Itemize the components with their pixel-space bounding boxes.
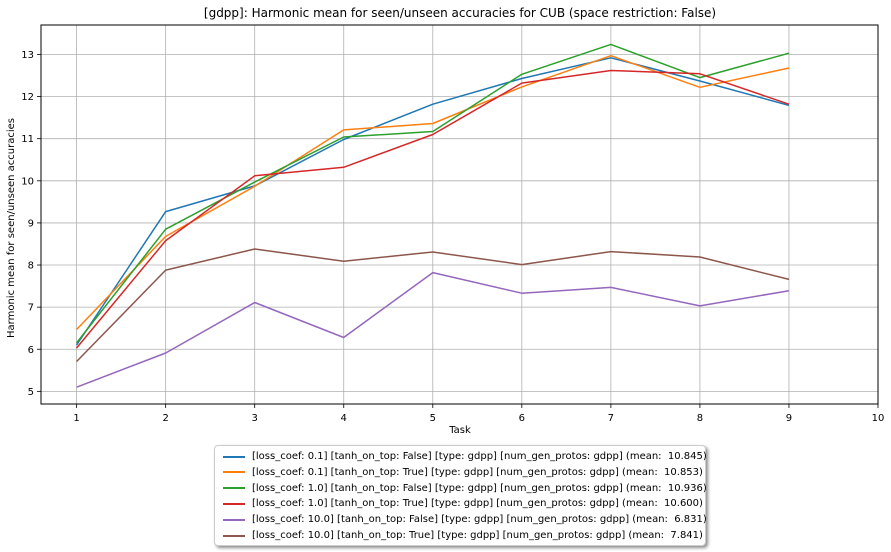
y-tick-label: 6 — [28, 345, 34, 356]
x-tick-label: 8 — [697, 413, 703, 424]
series-line-3 — [76, 43, 790, 344]
x-tick-label: 7 — [608, 413, 614, 424]
legend-item: [loss_coef: 0.1] [tanh_on_top: False] [t… — [223, 449, 707, 464]
legend-swatch — [223, 471, 245, 474]
series-lines — [75, 43, 790, 388]
x-tick-label: 1 — [73, 413, 79, 424]
x-tick-label: 4 — [341, 413, 347, 424]
legend-label: [loss_coef: 10.0] [tanh_on_top: True] [t… — [252, 530, 703, 541]
x-tick-label: 2 — [162, 413, 168, 424]
legend-swatch — [223, 455, 245, 458]
chart-title: [gdpp]: Harmonic mean for seen/unseen ac… — [204, 6, 716, 20]
y-tick-label: 5 — [28, 387, 34, 398]
legend-swatch — [223, 502, 245, 505]
line-chart: [gdpp]: Harmonic mean for seen/unseen ac… — [6, 6, 884, 436]
x-tick-label: 9 — [786, 413, 792, 424]
legend-item: [loss_coef: 1.0] [tanh_on_top: True] [ty… — [223, 496, 703, 511]
legend-item: [loss_coef: 1.0] [tanh_on_top: False] [t… — [223, 481, 707, 496]
legend-label: [loss_coef: 0.1] [tanh_on_top: False] [t… — [252, 451, 707, 462]
x-tick-label: 6 — [519, 413, 525, 424]
legend-label: [loss_coef: 0.1] [tanh_on_top: True] [ty… — [252, 466, 703, 478]
legend: [loss_coef: 0.1] [tanh_on_top: False] [t… — [214, 445, 707, 546]
y-tick-label: 11 — [21, 134, 34, 145]
legend-item: [loss_coef: 0.1] [tanh_on_top: True] [ty… — [223, 465, 703, 480]
legend-swatch — [223, 534, 245, 537]
legend-swatch — [223, 518, 245, 521]
y-tick-label: 8 — [28, 261, 34, 272]
series-line-5 — [76, 271, 790, 388]
y-tick-label: 13 — [21, 50, 34, 61]
x-tick-label: 3 — [252, 413, 258, 424]
series-line-4 — [76, 69, 790, 349]
legend-label: [loss_coef: 1.0] [tanh_on_top: True] [ty… — [252, 498, 703, 510]
x-tick-label: 5 — [430, 413, 436, 424]
y-tick-label: 12 — [21, 92, 34, 103]
grid — [41, 25, 879, 404]
y-axis-label: Harmonic mean for seen/unseen accuracies — [6, 118, 17, 338]
plot-area — [40, 24, 879, 405]
legend-item: [loss_coef: 10.0] [tanh_on_top: True] [t… — [223, 528, 703, 543]
y-tick-label: 9 — [28, 218, 34, 229]
y-tick-label: 10 — [21, 176, 34, 187]
legend-label: [loss_coef: 10.0] [tanh_on_top: False] [… — [252, 514, 707, 526]
y-tick-label: 7 — [28, 303, 34, 314]
x-tick-label: 10 — [872, 413, 885, 424]
series-line-6 — [76, 248, 790, 363]
legend-swatch — [223, 487, 245, 490]
legend-label: [loss_coef: 1.0] [tanh_on_top: False] [t… — [252, 482, 707, 494]
x-axis-label: Task — [448, 425, 471, 436]
legend-item: [loss_coef: 10.0] [tanh_on_top: False] [… — [223, 512, 707, 527]
